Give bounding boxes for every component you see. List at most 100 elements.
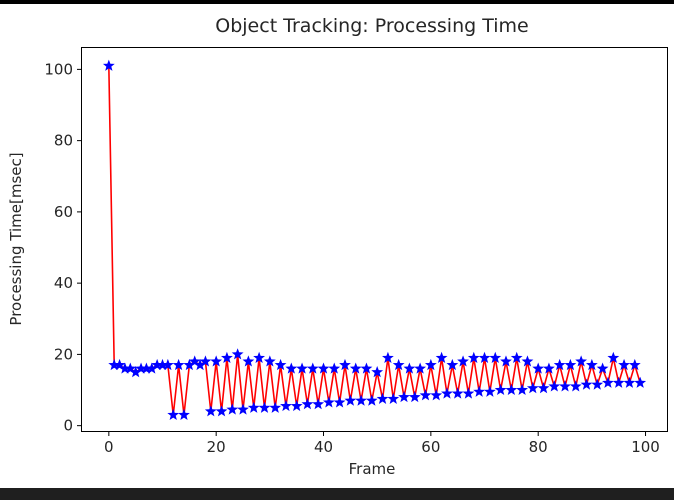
- data-point-star-marker: [172, 358, 185, 371]
- data-point-star-marker: [145, 362, 158, 374]
- data-point-star-marker: [226, 403, 239, 415]
- data-point-star-marker: [403, 362, 416, 374]
- data-point-star-marker: [537, 382, 550, 394]
- data-point-star-marker: [317, 362, 330, 374]
- data-point-star-marker: [280, 399, 292, 412]
- data-point-star-marker: [204, 405, 217, 417]
- data-point-star-marker: [457, 355, 469, 367]
- data-point-star-marker: [489, 351, 502, 363]
- data-point-star-marker: [242, 355, 255, 367]
- data-point-star-marker: [435, 351, 448, 363]
- data-point-star-marker: [623, 376, 636, 388]
- data-point-star-marker: [494, 383, 507, 396]
- y-tick-label: 100: [44, 60, 73, 78]
- data-point-star-marker: [559, 380, 571, 392]
- tick-layer: 0 20 40 60 80 100 0 20 40 60 80 100: [44, 60, 659, 456]
- data-point-star-marker: [339, 358, 351, 371]
- data-point-star-marker: [548, 380, 561, 392]
- x-axis-label: Frame: [349, 460, 396, 478]
- data-point-star-marker: [167, 408, 180, 420]
- data-point-star-marker: [602, 376, 614, 388]
- data-point-star-marker: [424, 358, 437, 371]
- data-point-star-marker: [510, 351, 523, 363]
- data-point-star-marker: [210, 355, 223, 367]
- data-point-star-marker: [312, 398, 325, 410]
- data-point-star-marker: [306, 362, 319, 374]
- data-point-star-marker: [634, 376, 647, 388]
- data-point-star-marker: [156, 358, 169, 371]
- data-point-star-marker: [451, 387, 464, 399]
- data-point-star-marker: [462, 387, 475, 399]
- data-point-star-marker: [591, 378, 604, 390]
- y-axis-label: Processing Time[msec]: [7, 152, 25, 325]
- data-point-star-marker: [387, 392, 400, 404]
- y-tick-label: 20: [54, 345, 73, 363]
- data-point-star-marker: [441, 387, 453, 399]
- chart-figure: Object Tracking: Processing Time 0 20 40 60…: [0, 4, 674, 488]
- data-point-star-marker: [430, 389, 443, 401]
- data-point-star-marker: [382, 351, 394, 363]
- data-point-star-marker: [414, 362, 427, 374]
- data-point-star-marker: [543, 362, 555, 374]
- data-point-star-marker: [371, 366, 384, 378]
- data-point-star-marker: [376, 392, 389, 404]
- data-point-star-marker: [221, 351, 233, 363]
- data-point-star-marker: [585, 358, 598, 371]
- data-point-star-marker: [124, 362, 137, 374]
- data-point-star-marker: [129, 366, 142, 378]
- x-tick-label: 20: [207, 438, 226, 456]
- data-point-star-marker: [596, 362, 609, 374]
- x-tick-label: 60: [421, 438, 440, 456]
- data-point-star-marker: [178, 408, 190, 420]
- chart-title: Object Tracking: Processing Time: [215, 15, 528, 37]
- data-point-star-marker: [151, 358, 164, 371]
- y-tick-label: 80: [54, 132, 73, 150]
- data-point-star-marker: [322, 396, 335, 408]
- data-point-star-marker: [258, 401, 271, 413]
- data-point-star-marker: [365, 394, 378, 406]
- data-point-star-marker: [483, 385, 496, 397]
- data-point-star-marker: [301, 398, 314, 410]
- data-point-star-marker: [532, 362, 545, 374]
- data-point-star-marker: [285, 362, 298, 374]
- data-point-star-marker: [521, 355, 534, 367]
- data-point-star-marker: [199, 355, 212, 367]
- data-point-star-marker: [500, 355, 512, 367]
- y-tick-label: 60: [54, 203, 73, 221]
- data-point-star-marker: [564, 358, 577, 371]
- data-point-star-marker: [360, 362, 373, 374]
- y-tick-label: 0: [63, 417, 73, 435]
- x-tick-label: 80: [529, 438, 548, 456]
- data-point-star-marker: [183, 358, 196, 371]
- data-point-star-marker: [408, 390, 421, 403]
- data-point-star-marker: [296, 362, 308, 374]
- data-point-star-marker: [102, 59, 115, 71]
- data-point-star-marker: [618, 358, 630, 371]
- data-point-star-marker: [135, 362, 147, 374]
- data-point-star-marker: [612, 376, 625, 388]
- data-point-star-marker: [516, 383, 528, 396]
- data-point-star-marker: [119, 362, 131, 374]
- y-tick-label: 40: [54, 274, 73, 292]
- plot-frame: [81, 47, 668, 432]
- data-point-star-marker: [263, 355, 276, 367]
- data-point-star-marker: [269, 401, 282, 413]
- x-tick-label: 0: [104, 438, 114, 456]
- data-point-star-marker: [526, 382, 539, 394]
- x-tick-label: 100: [631, 438, 660, 456]
- data-point-star-marker: [467, 351, 480, 363]
- data-point-star-marker: [553, 358, 566, 371]
- data-point-star-marker: [628, 358, 641, 371]
- data-point-star-marker: [505, 383, 518, 396]
- data-point-star-marker: [344, 394, 357, 406]
- x-tick-label: 40: [314, 438, 333, 456]
- bottom-strip: [0, 488, 674, 500]
- data-point-star-marker: [333, 396, 346, 408]
- data-point-star-marker: [328, 362, 341, 374]
- data-point-star-marker: [188, 355, 201, 367]
- data-point-star-marker: [398, 390, 410, 403]
- data-point-star-marker: [607, 351, 620, 363]
- data-point-star-marker: [161, 358, 174, 371]
- series-layer: [102, 59, 647, 420]
- data-point-star-marker: [113, 358, 126, 371]
